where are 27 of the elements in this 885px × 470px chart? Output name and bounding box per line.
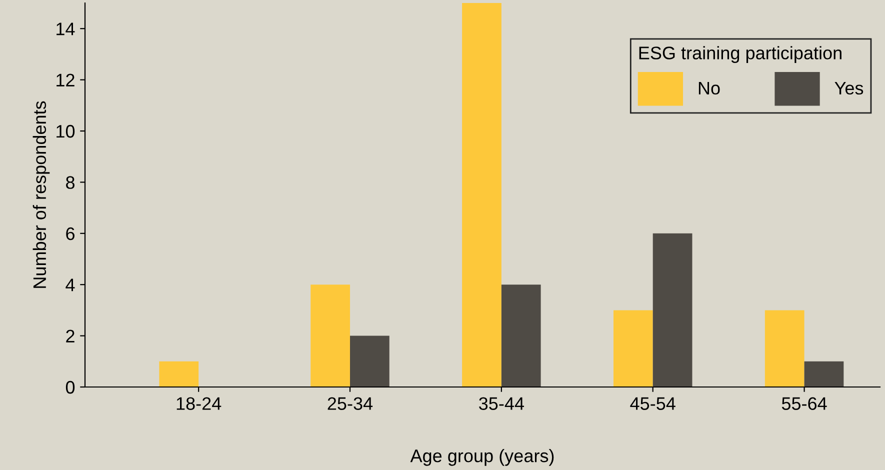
bar <box>310 284 350 387</box>
bar <box>501 284 541 387</box>
legend-title: ESG training participation <box>639 46 842 63</box>
bar <box>462 3 502 387</box>
legend-label: Yes <box>834 82 864 95</box>
y-tick-label: 4 <box>66 278 75 292</box>
bar <box>350 336 390 387</box>
y-tick-label: 0 <box>66 380 75 394</box>
y-tick-label: 8 <box>66 176 74 189</box>
y-tick-label: 6 <box>66 227 74 240</box>
bar <box>159 361 199 387</box>
bar <box>764 310 804 387</box>
y-tick-label: 12 <box>56 74 74 86</box>
x-tick-label: 25-34 <box>328 397 373 410</box>
bar <box>613 310 653 387</box>
y-tick-label: 14 <box>56 22 75 36</box>
x-axis-title: Age group (years) <box>410 449 554 466</box>
y-tick-label: 2 <box>66 330 74 342</box>
x-tick-label: 45-54 <box>630 397 676 410</box>
x-tick-label: 35-44 <box>479 397 524 410</box>
bar <box>804 361 844 387</box>
legend-label: No <box>698 82 720 95</box>
x-tick-label: 55-64 <box>782 397 827 410</box>
y-axis-title: Number of respondents <box>32 101 50 288</box>
y-tick-label: 10 <box>56 124 75 138</box>
bar <box>652 233 692 387</box>
x-tick-label: 18-24 <box>176 397 222 410</box>
